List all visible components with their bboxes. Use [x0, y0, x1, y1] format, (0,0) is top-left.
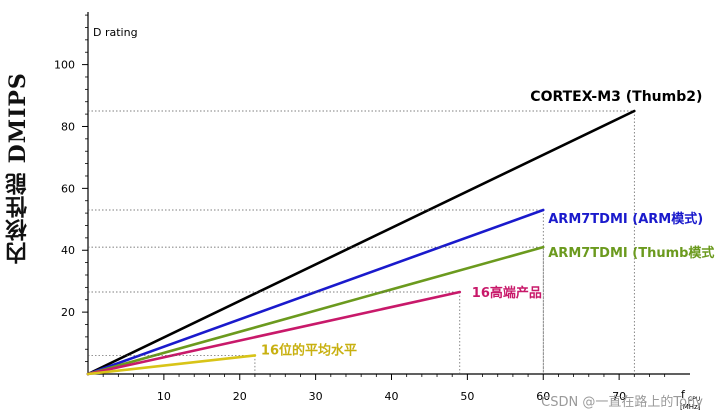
y-tick-label: 100 [54, 59, 75, 72]
x-tick-label: 30 [309, 390, 323, 403]
x-tick-label: 10 [157, 390, 171, 403]
x-tick-label: 20 [233, 390, 247, 403]
x-axis-unit: [MHz] [680, 403, 701, 411]
series-label: CORTEX-M3 (Thumb2) [530, 89, 702, 105]
x-tick-label: 70 [612, 390, 626, 403]
x-tick-label: 60 [536, 390, 550, 403]
y-axis-inner-label: D rating [93, 26, 138, 39]
series-label: ARM7TDMI (Thumb模式) [548, 245, 715, 261]
series-line [86, 245, 545, 376]
y-tick-label: 60 [61, 182, 75, 195]
watermark: CSDN @一直在路上的Tony [541, 395, 703, 410]
y-tick-label: 40 [61, 244, 75, 257]
series-label: 16位的平均水平 [261, 342, 357, 358]
x-axis-label: f [681, 388, 686, 401]
series-line [86, 290, 462, 376]
series-label: 16高端产品 [472, 285, 542, 301]
x-axis-label-sub: CPU [688, 396, 700, 403]
y-tick-label: 20 [61, 306, 75, 319]
series-line [86, 354, 257, 376]
series-line [86, 109, 636, 376]
y-tick-label: 80 [61, 120, 75, 133]
x-tick-label: 40 [385, 390, 399, 403]
x-tick-label: 50 [460, 390, 474, 403]
series-label: ARM7TDMI (ARM模式) [548, 211, 703, 227]
